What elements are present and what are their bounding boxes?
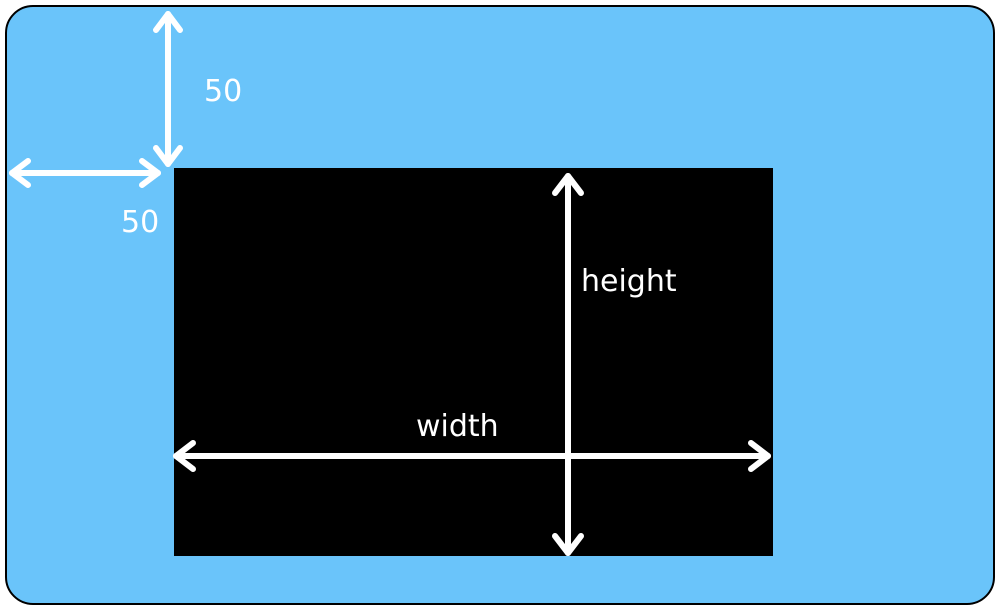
height-label: height <box>581 264 677 299</box>
black-rectangle <box>174 168 773 556</box>
left-offset-label: 50 <box>121 205 160 240</box>
width-arrow <box>173 440 771 472</box>
left-offset-arrow <box>9 158 161 188</box>
top-offset-label: 50 <box>204 74 243 109</box>
height-arrow <box>552 173 584 556</box>
top-offset-arrow <box>153 11 183 167</box>
width-label: width <box>416 409 499 444</box>
